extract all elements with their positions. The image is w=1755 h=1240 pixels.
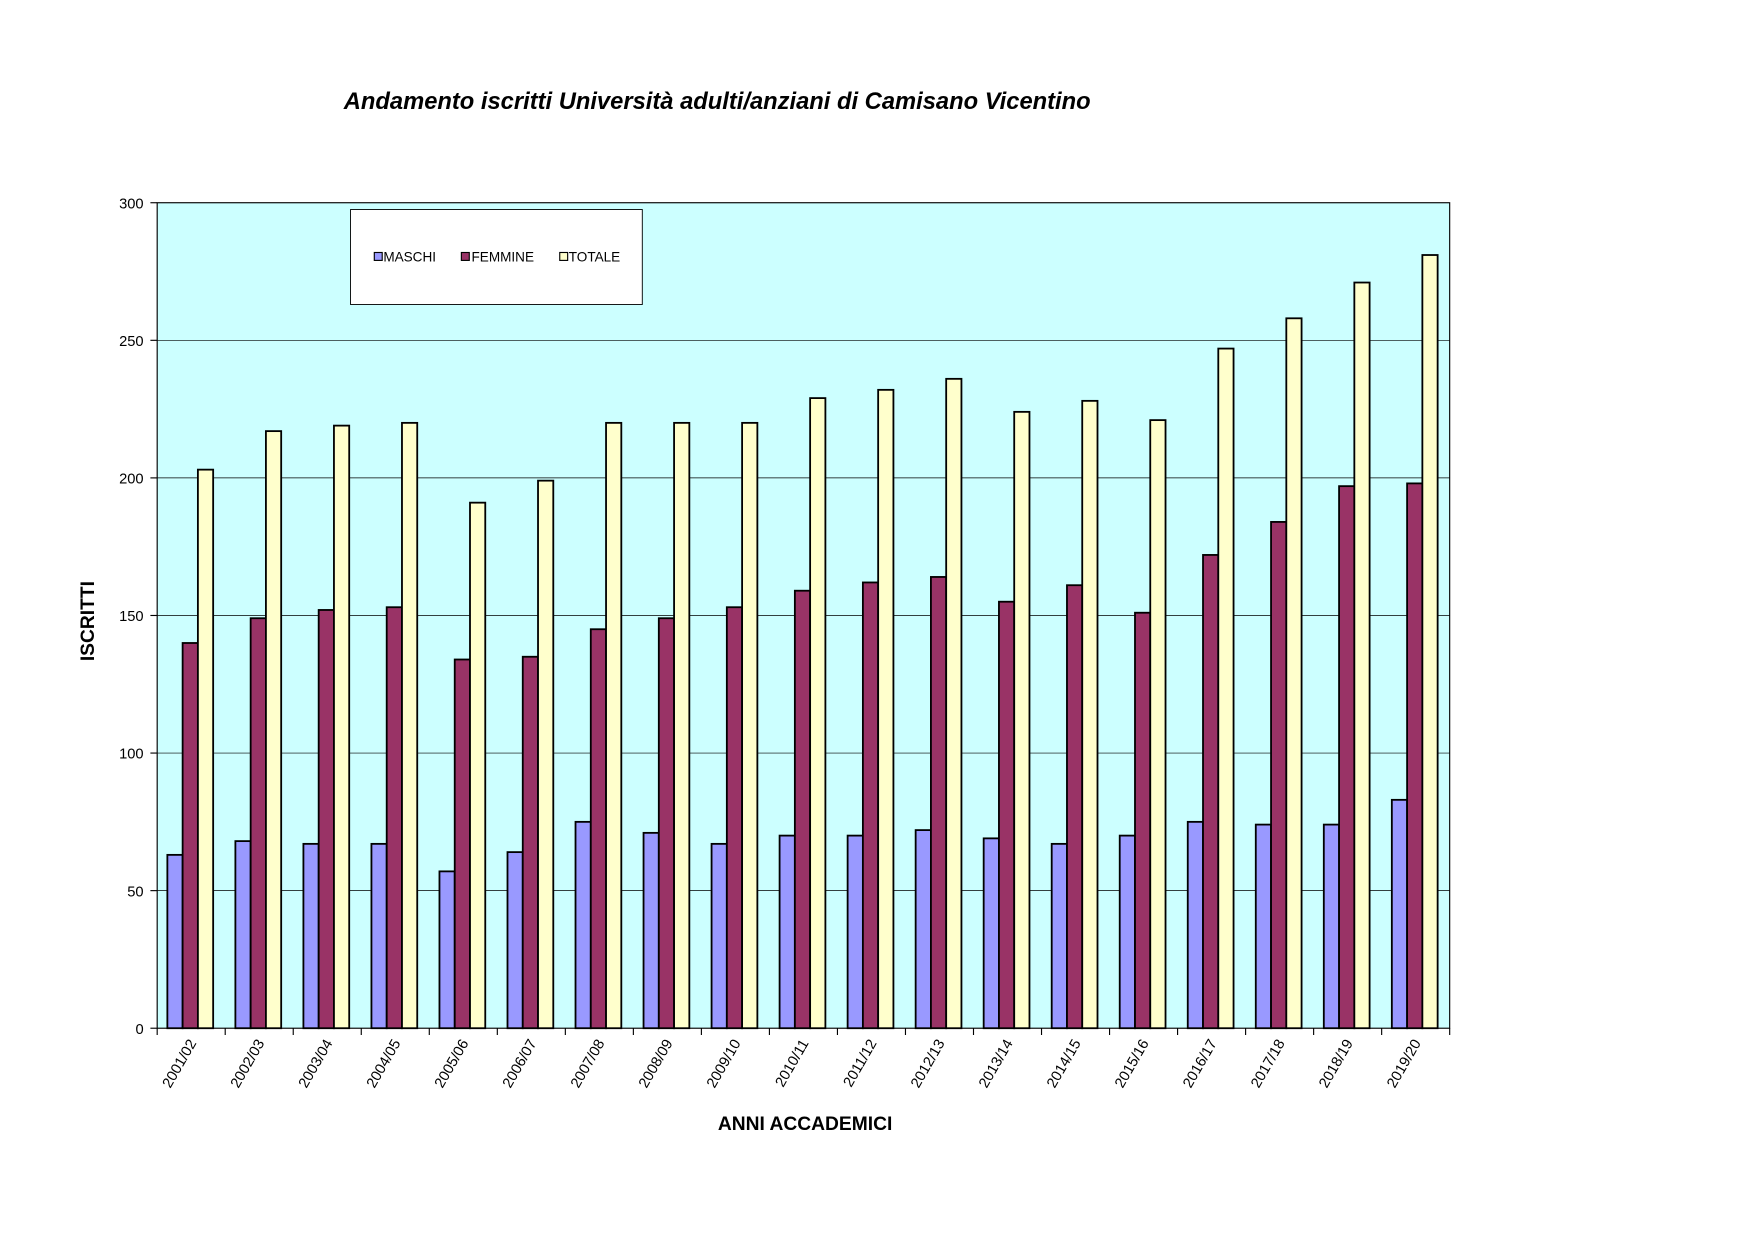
y-tick-label: 50 xyxy=(127,884,143,900)
bar-maschi xyxy=(506,851,524,1030)
y-tick-label: 0 xyxy=(135,1022,143,1038)
bar-maschi xyxy=(846,834,864,1030)
bar-maschi xyxy=(1186,820,1204,1030)
x-tick-label: 2007/08 xyxy=(568,1037,608,1091)
x-tick-label: 2001/02 xyxy=(160,1037,200,1091)
legend-label-totale: TOTALE xyxy=(569,250,620,265)
bar-totale xyxy=(1013,410,1031,1030)
bar-maschi xyxy=(778,834,796,1030)
x-axis-title: ANNI ACCADEMICI xyxy=(718,1114,892,1135)
bar-maschi xyxy=(642,831,660,1030)
bar-femmine xyxy=(1066,584,1084,1030)
bar-femmine xyxy=(1202,554,1220,1030)
x-tick-label: 2016/17 xyxy=(1180,1037,1220,1091)
x-tick-label: 2018/19 xyxy=(1316,1037,1356,1091)
x-tick-label: 2003/04 xyxy=(296,1037,336,1091)
bar-totale xyxy=(1081,399,1099,1030)
chart-title: Andamento iscritti Università adulti/anz… xyxy=(343,89,1091,115)
x-tick-label: 2014/15 xyxy=(1044,1037,1084,1091)
bar-maschi xyxy=(166,853,184,1030)
bar-femmine xyxy=(1406,482,1424,1030)
y-axis-title: ISCRITTI xyxy=(78,581,99,661)
bar-femmine xyxy=(1134,611,1152,1030)
bar-totale xyxy=(1421,254,1439,1030)
bar-maschi xyxy=(914,829,932,1030)
bar-totale xyxy=(605,421,623,1030)
bar-femmine xyxy=(521,655,539,1030)
bar-femmine xyxy=(657,617,675,1030)
x-tick-label: 2010/11 xyxy=(773,1037,813,1090)
bar-totale xyxy=(537,479,555,1030)
x-tick-label: 2012/13 xyxy=(908,1037,948,1091)
bar-femmine xyxy=(317,609,335,1030)
bar-maschi xyxy=(574,820,592,1030)
bar-totale xyxy=(1353,281,1371,1030)
bar-totale xyxy=(265,430,283,1030)
bar-femmine xyxy=(998,600,1016,1030)
y-tick-label: 300 xyxy=(119,196,144,212)
x-tick-label: 2017/18 xyxy=(1248,1037,1288,1091)
bar-totale xyxy=(741,421,759,1030)
y-tick-label: 100 xyxy=(119,747,144,763)
bar-maschi xyxy=(1390,798,1409,1030)
bar-maschi xyxy=(1254,823,1272,1030)
bar-maschi xyxy=(302,842,320,1030)
bar-totale xyxy=(877,388,895,1030)
bar-totale xyxy=(1285,317,1303,1030)
legend-swatch-femmine xyxy=(460,251,470,261)
y-tick-label: 250 xyxy=(119,334,144,350)
bar-totale xyxy=(1217,347,1235,1030)
x-tick-label: 2004/05 xyxy=(364,1037,404,1091)
x-tick-label: 2011/12 xyxy=(841,1037,881,1090)
bar-femmine xyxy=(385,606,403,1030)
legend: MASCHI FEMMINE TOTALE xyxy=(350,209,643,305)
bars xyxy=(166,254,1439,1030)
bar-femmine xyxy=(1338,485,1356,1030)
bar-femmine xyxy=(861,581,880,1030)
x-tick-label: 2009/10 xyxy=(704,1037,744,1091)
legend-swatch-maschi xyxy=(373,251,383,261)
legend-swatch-totale xyxy=(559,251,569,261)
bar-totale xyxy=(401,421,419,1030)
bar-maschi xyxy=(438,870,456,1030)
x-tick-label: 2008/09 xyxy=(636,1037,676,1091)
bar-maschi xyxy=(1322,823,1340,1030)
bar-femmine xyxy=(181,642,199,1030)
bar-totale xyxy=(673,421,691,1030)
x-tick-label: 2015/16 xyxy=(1112,1037,1152,1091)
legend-box xyxy=(350,209,643,305)
legend-label-femmine: FEMMINE xyxy=(472,250,534,265)
bar-femmine xyxy=(930,576,948,1030)
x-tick-label: 2005/06 xyxy=(432,1037,472,1091)
y-tick-label: 150 xyxy=(119,609,144,625)
x-tick-label: 2013/14 xyxy=(976,1037,1016,1091)
bar-maschi xyxy=(710,842,728,1030)
bar-femmine xyxy=(1270,521,1288,1030)
bar-totale xyxy=(809,397,827,1030)
bar-totale xyxy=(333,424,351,1030)
bar-totale xyxy=(1149,419,1167,1030)
bar-totale xyxy=(945,377,963,1030)
bar-totale xyxy=(469,501,487,1030)
bar-femmine xyxy=(249,617,267,1030)
x-tick-label: 2002/03 xyxy=(228,1037,268,1091)
bar-maschi xyxy=(370,842,388,1030)
y-axis-ticks: 0 50 100 150 200 250 300 xyxy=(119,196,158,1038)
x-axis-ticks: 2001/02 2002/03 2003/04 2004/05 2005/06 2006/… xyxy=(156,1028,1451,1091)
x-tick-label: 2006/07 xyxy=(500,1037,540,1091)
bar-maschi xyxy=(982,837,1000,1030)
bar-femmine xyxy=(793,589,812,1030)
bar-femmine xyxy=(725,606,744,1030)
bar-femmine xyxy=(453,658,471,1030)
legend-label-maschi: MASCHI xyxy=(383,250,436,265)
bar-totale xyxy=(196,468,215,1030)
bar-maschi xyxy=(1118,834,1136,1030)
bar-maschi xyxy=(1050,842,1068,1030)
bar-femmine xyxy=(589,628,607,1030)
y-tick-label: 200 xyxy=(119,472,144,488)
bar-maschi xyxy=(234,840,252,1030)
x-tick-label: 2019/20 xyxy=(1384,1037,1424,1091)
